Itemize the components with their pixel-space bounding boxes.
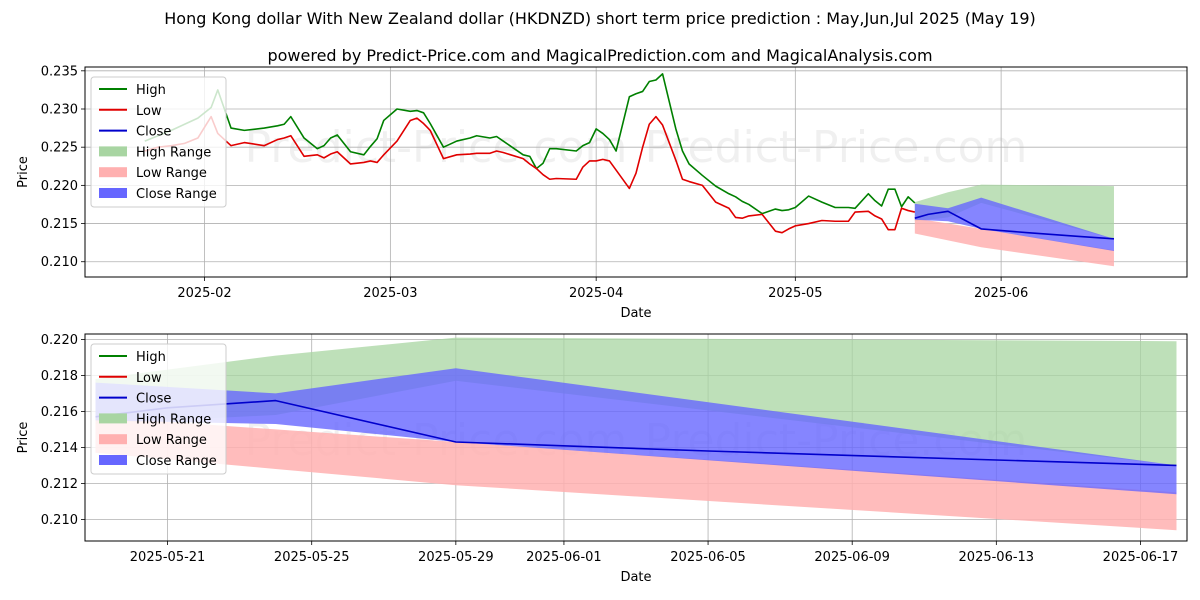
top-legend-label: Close [136,125,171,140]
top-x-tick-label: 2025-03 [363,286,417,301]
top-x-tick-label: 2025-04 [569,286,623,301]
top-y-tick-label: 0.230 [41,103,78,118]
bottom-x-tick-label: 2025-06-01 [526,550,602,565]
bottom-y-tick-label: 0.210 [41,513,78,528]
top-legend-label: Low Range [136,166,207,181]
top-x-axis-label: Date [620,306,651,321]
bottom-y-axis-label: Price [16,422,31,454]
top-legend-label: High Range [136,145,211,160]
top-y-tick-label: 0.235 [41,64,78,79]
top-legend-swatch [99,188,127,198]
bottom-legend-label: Close Range [136,454,217,469]
bottom-x-tick-label: 2025-06-05 [670,550,746,565]
bottom-axes-frame [84,333,1188,542]
top-y-axis-label: Price [16,156,31,188]
bottom-legend-swatch [99,455,127,465]
top-close-range-band [914,197,1114,252]
bottom-x-tick-label: 2025-06-09 [814,550,890,565]
chart-title: Hong Kong dollar With New Zealand dollar… [164,9,1036,28]
top-low-range-band [914,218,1114,267]
top-low-line [144,115,915,234]
top-x-tick-label: 2025-05 [768,286,822,301]
bottom-y-tick-label: 0.220 [41,333,78,348]
top-y-tick-label: 0.210 [41,255,78,270]
top-panel: Predict-Price.com Predict-Price.com0.2100… [16,64,1188,321]
top-legend-label: Close Range [136,187,217,202]
bottom-close-range-band [95,368,1177,495]
bottom-panel: Predict-Price.comPredict-Price.com0.2100… [16,333,1188,585]
bottom-y-tick-label: 0.218 [41,369,78,384]
bottom-x-tick-label: 2025-05-25 [274,550,350,565]
top-legend-label: High [136,83,166,98]
top-high-line [144,73,916,215]
top-x-tick-label: 2025-06 [974,286,1028,301]
bottom-x-axis-label: Date [620,570,651,585]
bottom-y-tick-label: 0.214 [41,441,78,456]
bottom-x-tick-label: 2025-05-21 [130,550,206,565]
bottom-low-range-band [95,416,1177,531]
bottom-legend-label: Low Range [136,433,207,448]
top-close-line [914,210,1115,240]
bottom-legend-swatch [99,413,127,424]
bottom-legend-label: Low [136,371,162,386]
top-axes-frame [84,66,1188,278]
top-x-tick-label: 2025-02 [177,286,231,301]
bottom-y-tick-label: 0.212 [41,477,78,492]
top-y-tick-label: 0.220 [41,179,78,194]
top-legend-label: Low [136,104,162,119]
bottom-y-tick-label: 0.216 [41,405,78,420]
bottom-x-tick-label: 2025-06-17 [1103,550,1179,565]
top-y-tick-label: 0.225 [41,141,78,156]
top-y-tick-label: 0.215 [41,217,78,232]
bottom-legend: High Low Close High Range Low Range Close Ran… [90,343,227,475]
top-legend: High Low Close High Range Low Range Close Ran… [90,76,227,208]
chart-subtitle: powered by Predict-Price.com and Magical… [267,46,933,65]
top-legend-swatch [99,167,127,178]
bottom-legend-label: Close [136,392,171,407]
bottom-legend-label: High [136,350,166,365]
bottom-x-tick-label: 2025-05-29 [418,550,494,565]
bottom-legend-swatch [99,434,127,445]
bottom-x-tick-label: 2025-06-13 [959,550,1035,565]
top-legend-swatch [99,146,127,157]
bottom-legend-label: High Range [136,412,211,427]
